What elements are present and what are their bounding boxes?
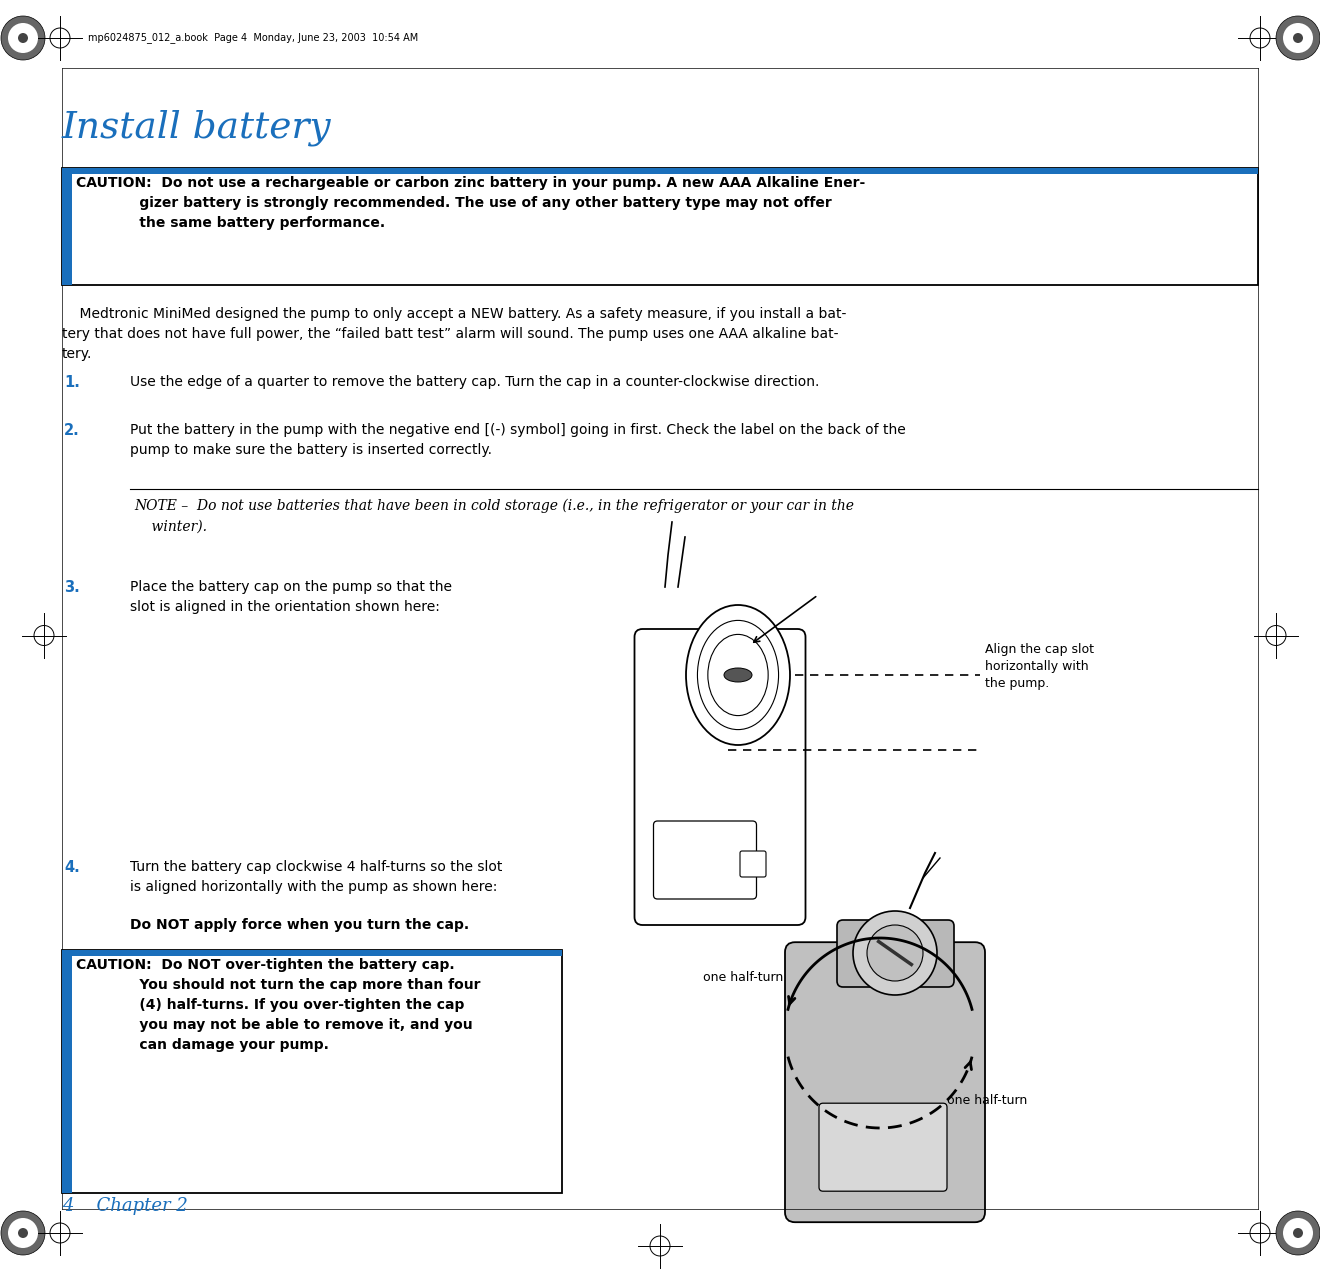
FancyBboxPatch shape (785, 942, 985, 1223)
FancyBboxPatch shape (62, 168, 1258, 174)
Text: Turn the battery cap clockwise 4 half-turns so the slot
is aligned horizontally : Turn the battery cap clockwise 4 half-tu… (129, 860, 503, 894)
FancyBboxPatch shape (635, 629, 805, 925)
Text: one half-turn: one half-turn (946, 1094, 1027, 1107)
Text: Install battery: Install battery (62, 111, 331, 146)
Text: Align the cap slot
horizontally with
the pump.: Align the cap slot horizontally with the… (985, 643, 1094, 690)
Ellipse shape (686, 605, 789, 745)
Text: CAUTION:  Do NOT over-tighten the battery cap.
             You should not turn : CAUTION: Do NOT over-tighten the battery… (77, 958, 480, 1052)
Text: 4.: 4. (63, 860, 79, 874)
FancyBboxPatch shape (62, 168, 1258, 285)
FancyBboxPatch shape (741, 852, 766, 877)
Text: CAUTION:  Do not use a rechargeable or carbon zinc battery in your pump. A new A: CAUTION: Do not use a rechargeable or ca… (77, 175, 865, 230)
Text: NOTE –  Do not use batteries that have been in cold storage (i.e., in the refrig: NOTE – Do not use batteries that have be… (135, 500, 854, 534)
Text: 2.: 2. (63, 423, 79, 438)
Circle shape (8, 23, 38, 53)
Circle shape (1276, 17, 1320, 60)
Circle shape (853, 911, 937, 995)
Circle shape (1294, 33, 1303, 43)
Text: Place the battery cap on the pump so that the
slot is aligned in the orientation: Place the battery cap on the pump so tha… (129, 580, 451, 614)
FancyBboxPatch shape (62, 949, 71, 1193)
Text: one half-turn: one half-turn (704, 971, 783, 985)
Circle shape (1, 1211, 45, 1254)
Text: mp6024875_012_a.book  Page 4  Monday, June 23, 2003  10:54 AM: mp6024875_012_a.book Page 4 Monday, June… (88, 33, 418, 43)
Circle shape (18, 1228, 28, 1238)
FancyBboxPatch shape (653, 821, 756, 899)
Circle shape (1283, 23, 1313, 53)
FancyBboxPatch shape (818, 1103, 946, 1191)
Circle shape (8, 1218, 38, 1248)
Ellipse shape (723, 669, 752, 683)
Text: 1.: 1. (63, 375, 81, 390)
Circle shape (1283, 1218, 1313, 1248)
Text: Do NOT apply force when you turn the cap.: Do NOT apply force when you turn the cap… (129, 918, 469, 932)
Text: Use the edge of a quarter to remove the battery cap. Turn the cap in a counter-c: Use the edge of a quarter to remove the … (129, 375, 824, 389)
Circle shape (867, 925, 923, 981)
Text: Put the battery in the pump with the negative end [(-) symbol] going in first. C: Put the battery in the pump with the neg… (129, 423, 906, 458)
Circle shape (1294, 1228, 1303, 1238)
Circle shape (1, 17, 45, 60)
Text: 4    Chapter 2: 4 Chapter 2 (62, 1197, 187, 1215)
FancyBboxPatch shape (62, 168, 71, 285)
Text: 3.: 3. (63, 580, 79, 595)
FancyBboxPatch shape (62, 949, 562, 1193)
FancyBboxPatch shape (837, 920, 954, 988)
Circle shape (1276, 1211, 1320, 1254)
FancyBboxPatch shape (62, 949, 562, 957)
Circle shape (18, 33, 28, 43)
Text: Medtronic MiniMed designed the pump to only accept a NEW battery. As a safety me: Medtronic MiniMed designed the pump to o… (62, 308, 846, 361)
